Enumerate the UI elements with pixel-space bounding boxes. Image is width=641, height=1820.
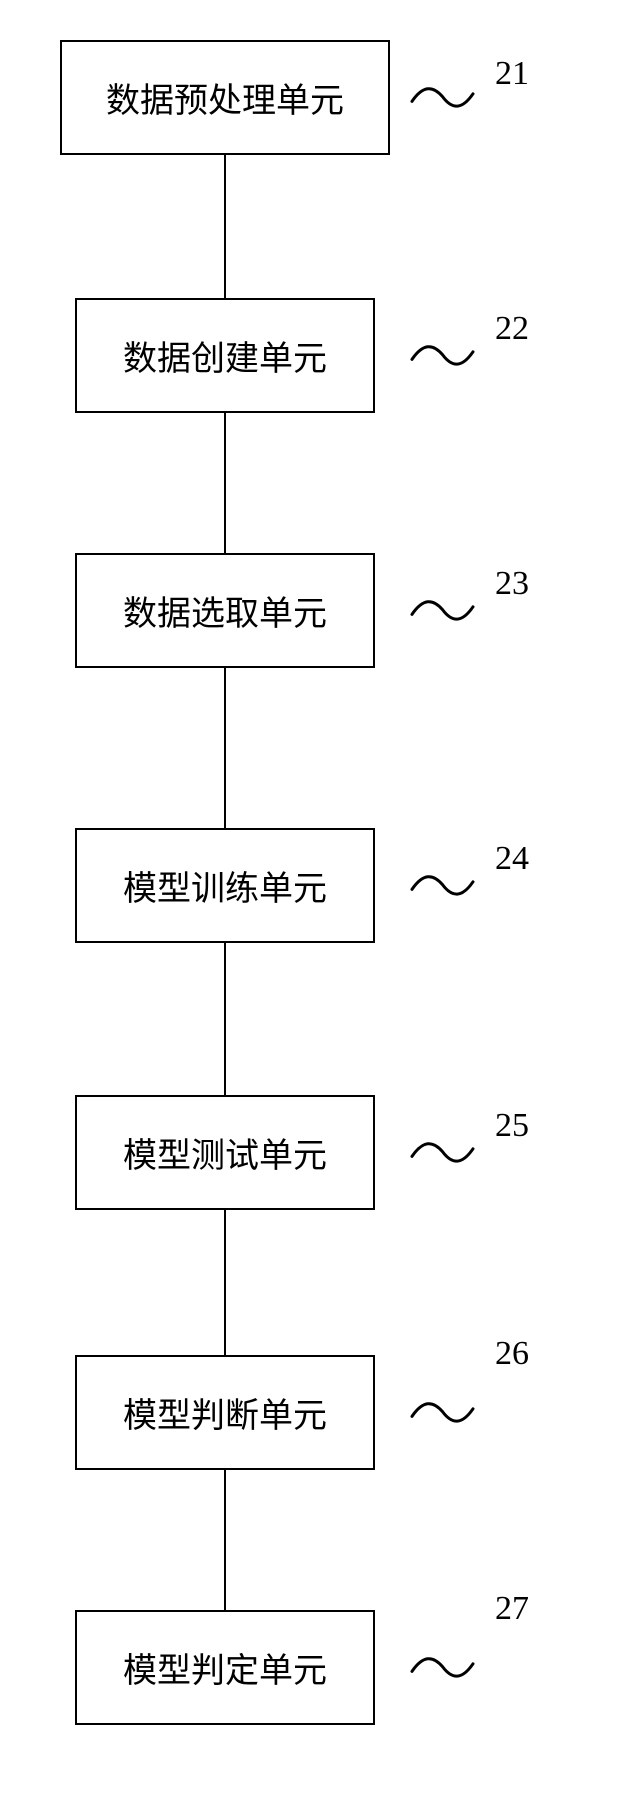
lead-line-n4	[410, 872, 475, 900]
node-label-n3: 数据选取单元	[123, 586, 327, 635]
ref-number-n2: 22	[495, 310, 529, 348]
connector-n6-n7	[224, 1470, 226, 1610]
node-box-n7: 模型判定单元	[75, 1610, 375, 1725]
node-box-n1: 数据预处理单元	[60, 40, 390, 155]
node-label-n7: 模型判定单元	[123, 1643, 327, 1692]
connector-n2-n3	[224, 413, 226, 553]
connector-n5-n6	[224, 1210, 226, 1355]
connector-n4-n5	[224, 943, 226, 1095]
node-label-n2: 数据创建单元	[123, 331, 327, 380]
lead-line-n7	[410, 1654, 475, 1682]
ref-number-n4: 24	[495, 840, 529, 878]
ref-number-n1: 21	[495, 55, 529, 93]
node-box-n5: 模型测试单元	[75, 1095, 375, 1210]
connector-n3-n4	[224, 668, 226, 828]
connector-n1-n2	[224, 155, 226, 298]
node-label-n1: 数据预处理单元	[106, 73, 344, 122]
ref-number-n7: 27	[495, 1590, 529, 1628]
node-box-n6: 模型判断单元	[75, 1355, 375, 1470]
node-label-n6: 模型判断单元	[123, 1388, 327, 1437]
lead-line-n2	[410, 342, 475, 370]
lead-line-n1	[410, 84, 475, 112]
node-box-n2: 数据创建单元	[75, 298, 375, 413]
ref-number-n6: 26	[495, 1335, 529, 1373]
node-box-n4: 模型训练单元	[75, 828, 375, 943]
lead-line-n6	[410, 1399, 475, 1427]
lead-line-n5	[410, 1139, 475, 1167]
node-label-n4: 模型训练单元	[123, 861, 327, 910]
node-label-n5: 模型测试单元	[123, 1128, 327, 1177]
ref-number-n3: 23	[495, 565, 529, 603]
node-box-n3: 数据选取单元	[75, 553, 375, 668]
lead-line-n3	[410, 597, 475, 625]
ref-number-n5: 25	[495, 1107, 529, 1145]
